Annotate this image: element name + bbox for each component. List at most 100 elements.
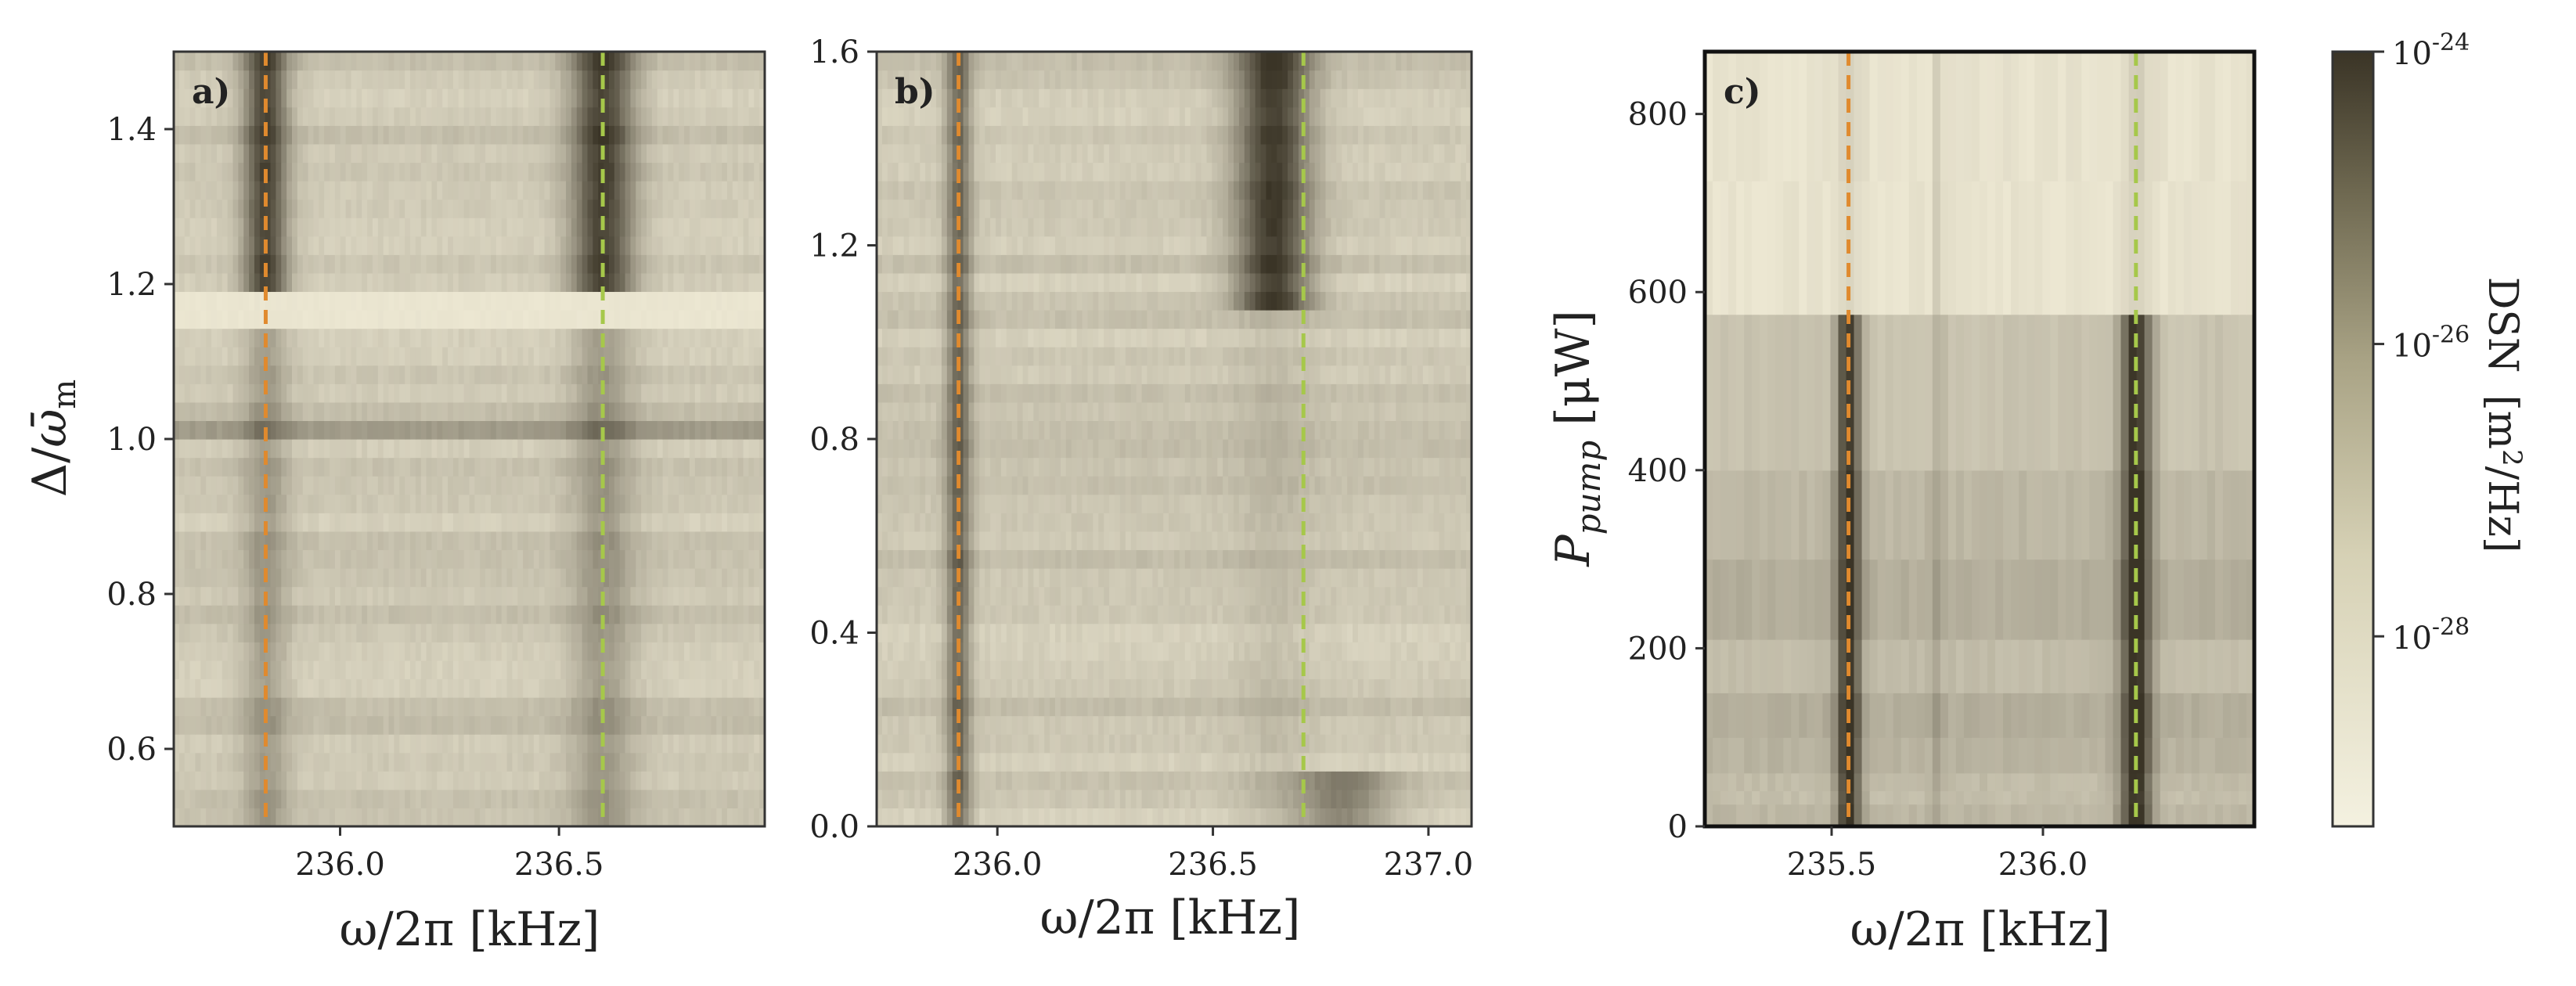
heat-cell <box>625 513 632 532</box>
heat-cell <box>625 771 632 790</box>
heat-cell <box>528 125 535 145</box>
heat-cell <box>887 752 894 772</box>
heat-cell <box>334 605 341 624</box>
heat-cell <box>351 328 357 347</box>
heat-cell <box>668 291 674 311</box>
heat-cell <box>330 808 336 827</box>
heat-cell <box>641 88 647 108</box>
heat-cell <box>211 771 218 790</box>
heat-cell <box>254 623 261 642</box>
heat-cell <box>474 789 481 809</box>
heat-cell <box>732 439 739 459</box>
heat-cell <box>458 365 465 384</box>
heat-cell <box>319 568 325 588</box>
heat-cell <box>485 715 492 735</box>
heat-cell <box>345 531 352 551</box>
heat-cell <box>286 752 293 772</box>
heat-cell <box>340 568 347 588</box>
heat-cell <box>399 623 405 642</box>
heat-cell <box>495 678 503 698</box>
heat-cell <box>474 531 481 551</box>
heat-cell <box>206 715 212 735</box>
heat-cell <box>566 605 572 624</box>
heat-cell <box>603 162 610 182</box>
heat-cell <box>178 808 186 827</box>
heat-cell <box>270 623 277 642</box>
heat-cell <box>495 623 503 642</box>
heat-cell <box>297 162 304 182</box>
heat-cell <box>748 328 755 347</box>
heat-cell <box>463 623 470 642</box>
heat-cell <box>452 88 459 108</box>
heat-cell <box>1293 789 1299 809</box>
heat-cell <box>405 642 411 661</box>
heat-cell <box>533 401 540 422</box>
heat-cell <box>743 347 750 366</box>
heat-cell <box>1385 771 1391 790</box>
heat-cell <box>189 789 196 809</box>
heat-cell <box>351 347 357 366</box>
heat-cell <box>641 439 647 459</box>
heat-cell <box>367 549 373 569</box>
heat-cell <box>431 401 438 422</box>
heat-cell <box>259 328 266 347</box>
heat-cell <box>399 272 405 293</box>
heat-cell <box>394 347 400 366</box>
heat-cell <box>442 586 449 606</box>
heat-cell <box>539 660 546 680</box>
heat-cell <box>292 771 298 790</box>
heat-cell <box>313 531 319 551</box>
heat-cell <box>566 162 572 182</box>
heat-cell <box>726 715 733 735</box>
heat-cell <box>598 291 604 311</box>
heat-cell <box>184 476 191 495</box>
heat-cell <box>211 531 218 551</box>
heat-cell <box>1309 789 1316 809</box>
heat-cell <box>254 808 261 827</box>
heat-cell <box>506 734 513 754</box>
ylabel-a: Δ/ω̄m <box>23 380 83 497</box>
heat-cell <box>200 420 207 440</box>
heat-cell <box>501 568 508 588</box>
heat-cell <box>501 52 508 71</box>
heat-cell <box>716 457 722 477</box>
heat-cell <box>512 162 518 182</box>
heat-cell <box>539 697 546 717</box>
heat-cell <box>598 531 604 551</box>
heat-cell <box>576 383 583 403</box>
heat-cell <box>576 808 583 827</box>
heat-cell <box>367 236 373 255</box>
heat-cell <box>689 715 696 735</box>
heat-cell <box>582 52 589 71</box>
heat-cell <box>270 236 277 255</box>
heat-cell <box>308 347 315 366</box>
heat-cell <box>608 310 615 329</box>
heat-cell <box>662 642 669 661</box>
heat-cell <box>512 457 518 477</box>
heat-cell <box>405 549 411 569</box>
heat-cell <box>726 125 733 145</box>
heat-cell <box>743 734 750 754</box>
heat-cell <box>174 181 180 200</box>
heat-cell <box>946 771 953 790</box>
heat-cell <box>887 771 894 790</box>
heat-cell <box>657 752 664 772</box>
heat-cell <box>641 236 647 255</box>
heat-cell <box>555 476 561 495</box>
heat-cell <box>533 420 540 440</box>
heat-cell <box>259 623 266 642</box>
heat-cell <box>297 88 304 108</box>
heat-cell <box>759 272 766 293</box>
heat-cell <box>458 439 465 459</box>
heat-cell <box>211 272 218 293</box>
heat-cell <box>474 328 481 347</box>
heat-cell <box>914 752 921 772</box>
heat-cell <box>651 70 658 89</box>
heat-cell <box>517 715 524 735</box>
heat-cell <box>420 236 427 255</box>
heat-cell <box>480 236 486 255</box>
heat-cell <box>754 106 760 126</box>
heat-cell <box>737 88 744 108</box>
heat-cell <box>941 789 948 809</box>
heat-cell <box>313 291 319 311</box>
